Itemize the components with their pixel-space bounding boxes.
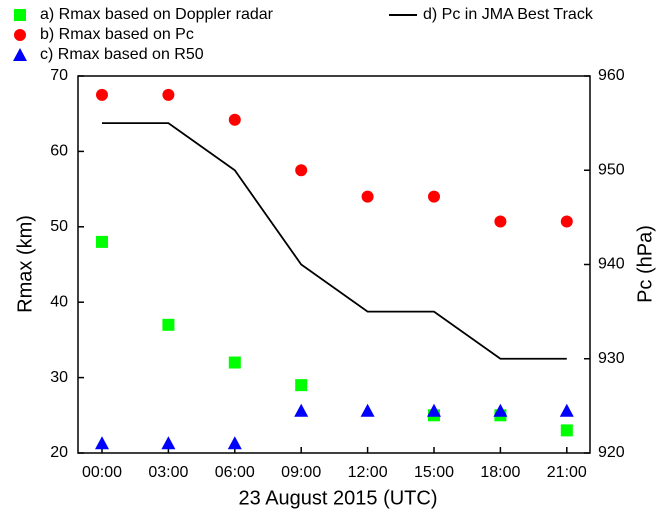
legend-swatch (14, 9, 26, 21)
plot-frame (77, 75, 591, 454)
y2-tick-label: 940 (598, 256, 625, 273)
point (162, 318, 175, 331)
y-tick-label: 20 (50, 444, 68, 461)
x-tick-label: 12:00 (348, 464, 388, 481)
point (560, 215, 573, 228)
point (360, 403, 375, 417)
point (95, 436, 109, 450)
pc-line (102, 122, 567, 360)
legend-swatch (14, 29, 26, 41)
y-axis-label: Rmax (km) (14, 215, 36, 313)
x-tick-label: 09:00 (281, 464, 321, 481)
point (96, 235, 108, 248)
point (294, 403, 309, 417)
point (162, 88, 175, 101)
point (494, 215, 507, 228)
y2-tick-label: 960 (598, 67, 625, 84)
point (493, 403, 508, 417)
x-tick-label: 15:00 (414, 464, 454, 481)
point (361, 190, 374, 203)
y-tick-label: 70 (50, 67, 68, 84)
x-tick-label: 03:00 (148, 464, 188, 481)
y2-tick-label: 950 (598, 161, 625, 178)
y-tick-label: 30 (50, 369, 68, 386)
point (560, 424, 573, 437)
x-tick-label: 06:00 (215, 464, 255, 481)
legend-label: d) Pc in JMA Best Track (423, 6, 594, 23)
point (161, 436, 176, 450)
y-tick-label: 60 (50, 143, 68, 160)
y-tick-label: 40 (50, 293, 68, 310)
x-tick-label: 00:00 (82, 464, 122, 481)
y2-tick-label: 930 (598, 350, 625, 367)
y-tick-label: 50 (50, 218, 68, 235)
x-tick-label: 21:00 (547, 464, 587, 481)
point (295, 164, 308, 177)
legend-label: c) Rmax based on R50 (40, 46, 204, 63)
legend-label: b) Rmax based on Pc (40, 26, 194, 43)
point (227, 436, 242, 450)
legend-label: a) Rmax based on Doppler radar (40, 6, 274, 23)
point (228, 356, 241, 369)
x-axis-label: 23 August 2015 (UTC) (239, 487, 438, 509)
point (96, 88, 108, 101)
point (427, 403, 441, 417)
point (559, 403, 574, 417)
legend-swatch (13, 48, 27, 61)
y2-tick-label: 920 (598, 444, 625, 461)
y2-axis-label: Pc (hPa) (634, 225, 656, 303)
point (228, 113, 241, 126)
point (428, 190, 440, 203)
point (295, 379, 308, 392)
x-tick-label: 18:00 (480, 464, 520, 481)
